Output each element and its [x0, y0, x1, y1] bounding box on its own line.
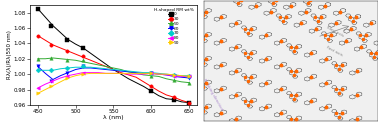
- Point: [48, 69, 54, 71]
- Point: [80, 66, 86, 67]
- Point: [48, 57, 54, 59]
- Text: Rubbing direction: Rubbing direction: [202, 78, 224, 111]
- Point: [171, 76, 177, 77]
- Point: [186, 102, 192, 104]
- Point: [64, 39, 70, 41]
- Point: [148, 86, 154, 87]
- Point: [148, 72, 154, 74]
- X-axis label: λ (nm): λ (nm): [103, 116, 124, 121]
- Point: [186, 76, 192, 77]
- Point: [64, 77, 70, 79]
- Point: [80, 56, 86, 57]
- Text: Fast axis: Fast axis: [326, 46, 343, 57]
- Point: [148, 72, 154, 74]
- Point: [48, 25, 54, 27]
- Point: [64, 59, 70, 61]
- Point: [48, 85, 54, 87]
- Point: [35, 87, 41, 89]
- Point: [35, 8, 41, 10]
- Point: [171, 74, 177, 76]
- Point: [35, 66, 41, 67]
- Point: [186, 102, 192, 104]
- Point: [80, 72, 86, 74]
- Point: [64, 72, 70, 74]
- Point: [148, 72, 154, 74]
- Point: [80, 47, 86, 49]
- Point: [171, 79, 177, 81]
- Point: [48, 44, 54, 46]
- Point: [148, 75, 154, 77]
- Point: [80, 66, 86, 67]
- Point: [171, 75, 177, 77]
- Point: [171, 99, 177, 101]
- Point: [35, 69, 41, 71]
- Legend: 0, 30, 50, 60, 70, 80, 90: 0, 30, 50, 60, 70, 80, 90: [153, 7, 194, 45]
- Point: [186, 82, 192, 84]
- Point: [186, 75, 192, 77]
- Point: [64, 75, 70, 77]
- Point: [171, 96, 177, 98]
- Point: [171, 74, 177, 76]
- Point: [148, 90, 154, 92]
- Point: [35, 58, 41, 60]
- Point: [80, 59, 86, 61]
- Text: Slow axis: Slow axis: [325, 25, 344, 37]
- Point: [35, 92, 41, 94]
- Point: [148, 72, 154, 74]
- Point: [64, 67, 70, 69]
- Y-axis label: Rλ(λ)/Rλ(550 nm): Rλ(λ)/Rλ(550 nm): [8, 30, 12, 79]
- Point: [186, 76, 192, 77]
- Point: [35, 35, 41, 37]
- Point: [186, 77, 192, 79]
- Point: [80, 73, 86, 75]
- Point: [48, 80, 54, 82]
- Point: [64, 50, 70, 52]
- Point: [48, 80, 54, 82]
